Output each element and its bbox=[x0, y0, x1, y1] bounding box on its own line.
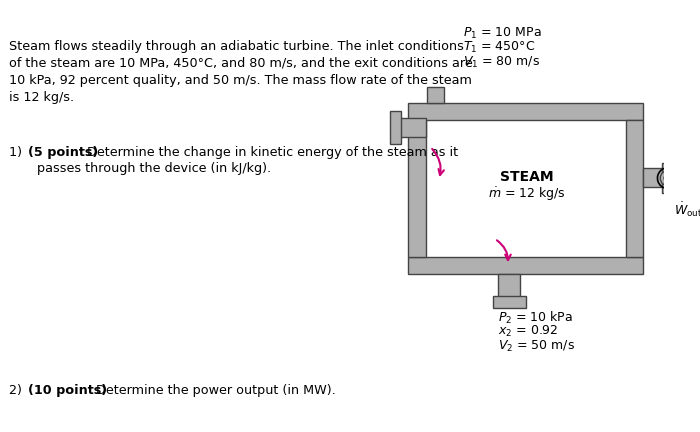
Polygon shape bbox=[409, 103, 643, 121]
Text: Steam flows steadily through an adiabatic turbine. The inlet conditions: Steam flows steadily through an adiabati… bbox=[9, 40, 464, 53]
Text: of the steam are 10 MPa, 450°C, and 80 m/s, and the exit conditions are: of the steam are 10 MPa, 450°C, and 80 m… bbox=[9, 57, 473, 70]
Text: $P_1$ = 10 MPa: $P_1$ = 10 MPa bbox=[463, 26, 542, 41]
Polygon shape bbox=[662, 163, 673, 193]
Text: STEAM: STEAM bbox=[500, 170, 554, 184]
Circle shape bbox=[660, 171, 675, 186]
Text: Determine the power output (in MW).: Determine the power output (in MW). bbox=[92, 384, 336, 397]
Polygon shape bbox=[498, 274, 520, 303]
Text: (5 points): (5 points) bbox=[28, 146, 98, 159]
Text: $V_1$ = 80 m/s: $V_1$ = 80 m/s bbox=[463, 55, 540, 70]
Text: 2): 2) bbox=[9, 384, 30, 397]
Polygon shape bbox=[643, 168, 666, 187]
Text: $V_2$ = 50 m/s: $V_2$ = 50 m/s bbox=[498, 339, 575, 354]
Text: Determine the change in kinetic energy of the steam as it: Determine the change in kinetic energy o… bbox=[83, 146, 458, 159]
Text: passes through the device (in kJ/kg).: passes through the device (in kJ/kg). bbox=[37, 162, 272, 175]
Polygon shape bbox=[493, 295, 526, 308]
Polygon shape bbox=[428, 87, 444, 103]
Polygon shape bbox=[409, 257, 643, 274]
Polygon shape bbox=[389, 111, 401, 144]
Text: $\dot{W}_{\mathrm{out}}$: $\dot{W}_{\mathrm{out}}$ bbox=[673, 201, 700, 219]
Text: $\dot{m}$ = 12 kg/s: $\dot{m}$ = 12 kg/s bbox=[488, 185, 566, 203]
Text: (10 points): (10 points) bbox=[28, 384, 107, 397]
Text: $x_2$ = 0.92: $x_2$ = 0.92 bbox=[498, 324, 559, 339]
Polygon shape bbox=[626, 121, 643, 257]
Text: $T_1$ = 450°C: $T_1$ = 450°C bbox=[463, 40, 536, 55]
Polygon shape bbox=[409, 121, 426, 257]
Text: 1): 1) bbox=[9, 146, 30, 159]
Text: $P_2$ = 10 kPa: $P_2$ = 10 kPa bbox=[498, 310, 573, 326]
Text: is 12 kg/s.: is 12 kg/s. bbox=[9, 91, 74, 104]
Text: 10 kPa, 92 percent quality, and 50 m/s. The mass flow rate of the steam: 10 kPa, 92 percent quality, and 50 m/s. … bbox=[9, 74, 472, 87]
Circle shape bbox=[664, 175, 672, 182]
Polygon shape bbox=[394, 118, 426, 137]
